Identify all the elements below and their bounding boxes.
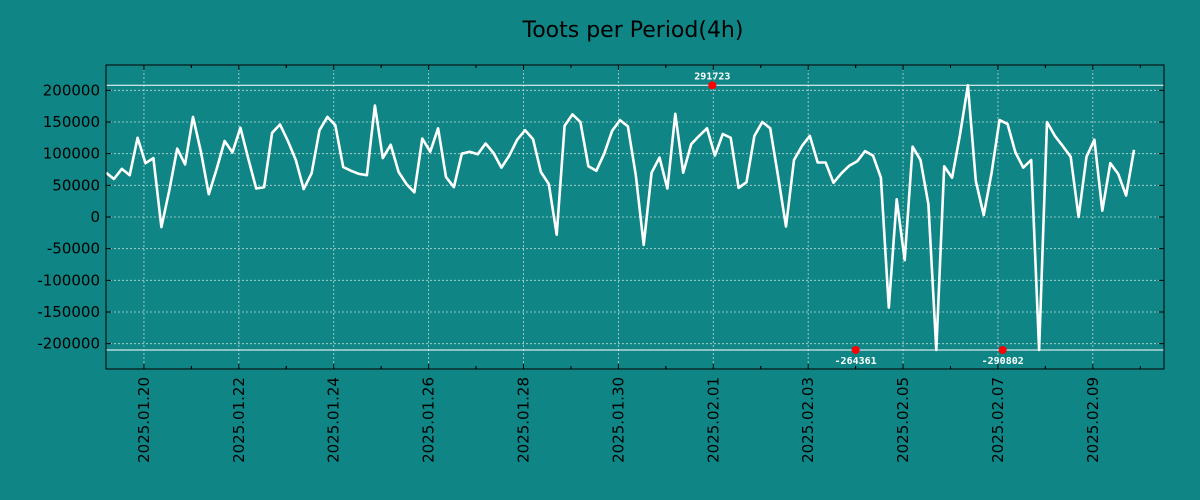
plot-area-frame — [105, 64, 1165, 370]
series-layer — [105, 84, 1136, 352]
extreme-label: -290802 — [982, 356, 1024, 367]
x-tick-label: 2025.02.03 — [799, 377, 817, 463]
y-tick-label: 0 — [90, 208, 100, 226]
x-tick-label: 2025.02.07 — [989, 377, 1007, 463]
x-tick-label: 2025.02.09 — [1084, 377, 1102, 463]
extreme-label: 291723 — [694, 71, 730, 82]
y-tick-label: -200000 — [37, 335, 100, 353]
x-tick-label: 2025.02.01 — [704, 377, 722, 463]
grid-layer — [106, 65, 1164, 369]
tick-layer: 200000 150000 100000 50000 0 -50000 -100000 -15… — [37, 65, 1164, 463]
reference-lines — [106, 84, 1164, 351]
x-tick-label: 2025.01.30 — [609, 377, 627, 463]
series-line-toots — [105, 84, 1136, 352]
marker-layer — [708, 81, 1007, 354]
label-layer: 291723 -264361 -290802 — [694, 71, 1023, 367]
extreme-marker — [851, 346, 860, 354]
x-tick-label: 2025.01.20 — [135, 377, 153, 463]
x-tick-label: 2025.01.24 — [325, 377, 343, 463]
extreme-marker — [998, 346, 1007, 354]
x-tick-label: 2025.02.05 — [894, 377, 912, 463]
x-tick-label: 2025.01.22 — [230, 377, 248, 463]
y-tick-label: -100000 — [37, 271, 100, 289]
y-tick-label: -50000 — [47, 240, 100, 258]
x-tick-label: 2025.01.26 — [420, 377, 438, 463]
extreme-label: -264361 — [835, 356, 877, 367]
x-tick-label: 2025.01.28 — [515, 377, 533, 463]
y-tick-label: 200000 — [43, 81, 100, 99]
y-tick-label: 50000 — [52, 176, 100, 194]
y-tick-label: 150000 — [43, 113, 100, 131]
y-tick-label: -150000 — [37, 303, 100, 321]
chart-title: Toots per Period(4h) — [522, 18, 744, 43]
y-tick-label: 100000 — [43, 145, 100, 163]
extreme-marker — [708, 81, 717, 90]
